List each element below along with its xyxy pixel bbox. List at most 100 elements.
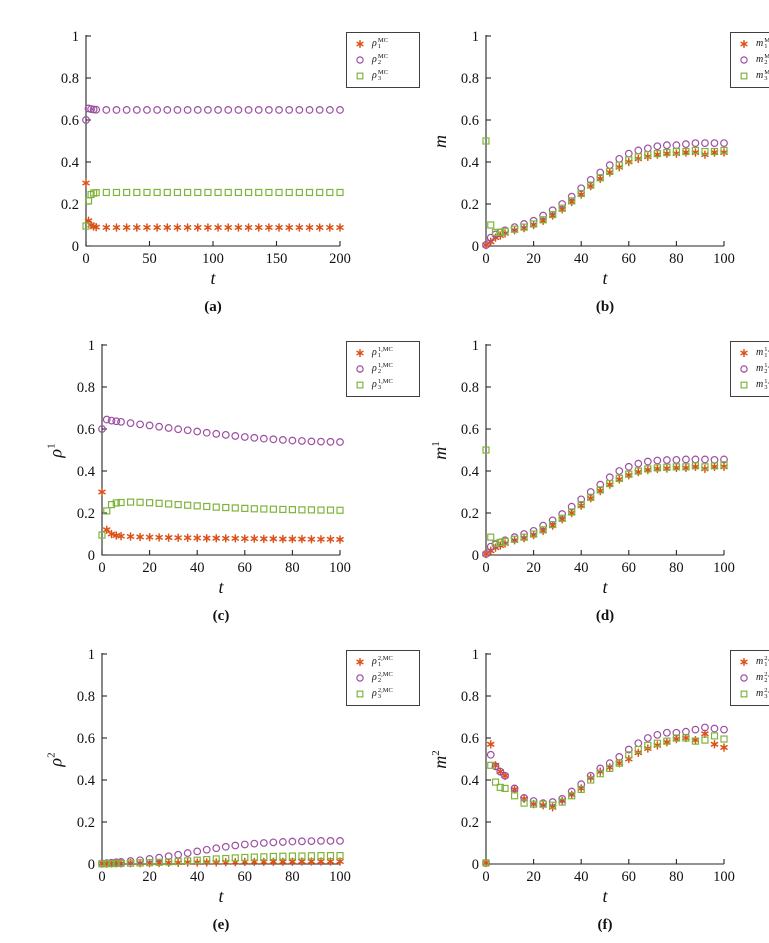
legend-label-base: m: [756, 363, 764, 374]
legend-label-base: ρ: [372, 688, 377, 699]
legend-item: mMC1: [733, 36, 769, 52]
subplot-c: ρ1 0 20 40 60 80 100 0 0.2 0.4 0.6 0.8 1 ρ 1,MC 1 ρ 1,M…: [40, 325, 424, 634]
legend-label-base: m: [756, 379, 764, 390]
legend-item: ρ 1,MC 2: [349, 361, 417, 377]
legend-label: ρ 1,MC 1: [372, 346, 393, 359]
legend-label-base: ρ: [372, 379, 377, 390]
y-tick-label: 0: [472, 239, 479, 255]
x-tick-label: 60: [238, 869, 253, 884]
legend-label: ρ 1,MC 3: [372, 378, 393, 391]
legend-label: mMC2: [756, 53, 769, 66]
series-m2-1MC: [482, 455, 728, 558]
legend-label: mMC3: [756, 69, 769, 82]
y-tick-label: 0.8: [77, 380, 95, 396]
legend-label: m1,MC1: [756, 346, 769, 359]
legend-label: mMC1: [756, 37, 769, 50]
y-tick-label: 0.6: [461, 731, 479, 747]
legend-label-base: ρ: [372, 347, 377, 358]
series-rho1-1MC: [98, 487, 344, 544]
legend-label-base: m: [756, 672, 764, 683]
series-m2-MC: [482, 139, 728, 249]
subplot-e: ρ2 0 20 40 60 80 100 0 0.2 0.4 0.6 0.8 1 ρ 2,MC 1 ρ 2,M…: [40, 634, 424, 943]
y-tick-label: 0.6: [77, 422, 95, 438]
panel-caption-e: (e): [212, 917, 230, 933]
y-tick-label: 0.8: [61, 71, 79, 87]
series-m3-1MC: [482, 446, 728, 548]
series-rho1-2MC: [98, 857, 344, 868]
x-tick-label: 20: [142, 560, 157, 575]
legend-item: m1,MC1: [733, 345, 769, 361]
legend-label-base: m: [756, 347, 764, 358]
y-tick-label: 0.6: [461, 422, 479, 438]
axes: [485, 344, 724, 556]
legend-item: ρ 1,MC 1: [349, 345, 417, 361]
square-marker-icon: [349, 70, 371, 82]
y-tick-label: 1: [88, 647, 95, 663]
y-tick-label: 0: [72, 239, 79, 255]
legend-label-scripts: MC1: [764, 37, 769, 50]
x-tick-label: 100: [713, 251, 735, 266]
legend-label-base: m: [756, 656, 764, 667]
y-tick-label: 0.2: [461, 506, 479, 522]
legend-box-c: ρ 1,MC 1 ρ 1,MC 2 ρ 1,MC 3: [346, 341, 420, 397]
x-tick-label: 60: [622, 560, 637, 575]
x-tick-label: 80: [669, 869, 684, 884]
y-tick-label: 0.2: [461, 197, 479, 213]
x-axis-label-c: t: [218, 577, 224, 597]
asterisk-marker-icon: [349, 347, 371, 359]
legend-item: ρ 2,MC 1: [349, 654, 417, 670]
y-tick-label: 0.6: [61, 113, 79, 129]
square-marker-icon: [733, 70, 755, 82]
legend-item: m2,MC2: [733, 670, 769, 686]
scatter-plot-e: 0 20 40 60 80 100 0 0.2 0.4 0.6 0.8 1: [77, 647, 351, 884]
scatter-plot-d: 0 20 40 60 80 100 0 0.2 0.4 0.6 0.8 1: [461, 338, 735, 575]
x-tick-label: 50: [142, 251, 157, 266]
legend-box-a: ρ MC 1 ρ MC 2 ρ MC 3: [346, 32, 420, 88]
y-tick-label: 0.2: [461, 815, 479, 831]
axes: [485, 653, 724, 865]
x-tick-label: 0: [98, 869, 105, 884]
square-marker-icon: [349, 688, 371, 700]
x-tick-label: 20: [142, 869, 157, 884]
legend-label-base: m: [756, 688, 764, 699]
scatter-plot-a: 0 50 100 150 200 0 0.2 0.4 0.6 0.8 1: [61, 29, 351, 266]
asterisk-marker-icon: [733, 656, 755, 668]
circle-marker-icon: [733, 363, 755, 375]
asterisk-marker-icon: [349, 38, 371, 50]
y-tick-label: 0: [88, 857, 95, 873]
axes: [485, 35, 724, 247]
y-tick-label: 0.8: [77, 689, 95, 705]
x-axis-label-d: t: [602, 577, 608, 597]
y-tick-label: 0.4: [461, 464, 480, 480]
x-tick-label: 40: [574, 560, 589, 575]
x-tick-label: 100: [713, 869, 735, 884]
circle-marker-icon: [733, 54, 755, 66]
legend-label: m2,MC2: [756, 671, 769, 684]
series-m2-2MC: [482, 723, 728, 867]
legend-label-scripts: MC3: [764, 69, 769, 82]
legend-label: ρ MC 3: [372, 69, 388, 82]
y-tick-label: 0: [88, 548, 95, 564]
legend-label-scripts: 2,MC3: [764, 687, 769, 700]
legend-label-scripts: 2,MC1: [764, 655, 769, 668]
series-rho3-1MC: [98, 498, 344, 539]
circle-marker-icon: [733, 672, 755, 684]
x-axis-label-f: t: [602, 886, 608, 906]
x-tick-label: 0: [82, 251, 89, 266]
legend-label: ρ 1,MC 2: [372, 362, 393, 375]
legend-label: ρ 2,MC 1: [372, 655, 393, 668]
legend-label-base: ρ: [372, 38, 377, 49]
y-tick-label: 1: [472, 338, 479, 354]
series-rho2-2MC: [98, 836, 344, 868]
x-tick-label: 80: [285, 869, 300, 884]
series-rho2-MC: [82, 104, 344, 124]
y-tick-label: 0.4: [77, 773, 96, 789]
legend-label-base: ρ: [372, 656, 377, 667]
legend-label: m1,MC2: [756, 362, 769, 375]
series-rho3-2MC: [98, 852, 344, 868]
